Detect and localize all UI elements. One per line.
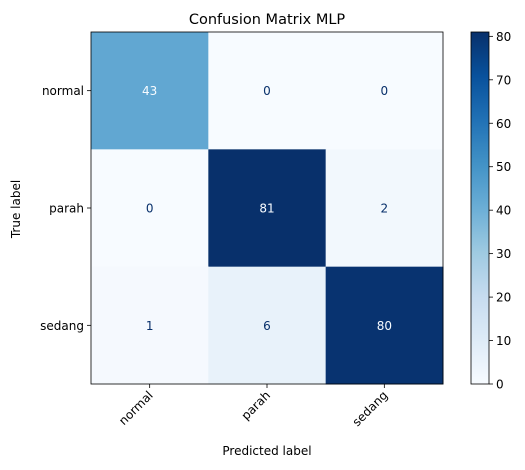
heatmap-cell — [91, 266, 209, 385]
x-axis-label: Predicted label — [222, 444, 311, 458]
x-tick-label: sedang — [350, 388, 391, 429]
colorbar-tick-label: 40 — [496, 204, 511, 218]
heatmap-cell — [325, 32, 444, 150]
heatmap-cell — [325, 149, 444, 268]
heatmap-cell — [208, 32, 327, 150]
heatmap-cells — [91, 32, 444, 385]
heatmap-cell — [91, 149, 209, 268]
y-tick-label: normal — [42, 84, 84, 98]
cell-value-label: 43 — [142, 84, 157, 98]
chart-title: Confusion Matrix MLP — [189, 12, 346, 28]
y-axis-label: True label — [9, 180, 23, 239]
cell-value-label: 2 — [381, 202, 389, 216]
colorbar-tick-label: 60 — [496, 117, 511, 131]
y-axis-ticks: normal parah sedang — [40, 84, 91, 333]
cell-value-label: 1 — [146, 319, 154, 333]
colorbar-ticks: 0 10 20 30 40 50 60 70 80 — [489, 30, 511, 392]
colorbar-tick-label: 30 — [496, 247, 511, 261]
heatmap-cell — [91, 32, 209, 150]
cell-value-label: 0 — [263, 84, 271, 98]
colorbar-tick-label: 70 — [496, 73, 511, 87]
cell-value-label: 0 — [381, 84, 389, 98]
cell-value-label: 80 — [377, 319, 392, 333]
y-tick-label: sedang — [40, 319, 84, 333]
x-axis-ticks: normal parah sedang — [116, 384, 390, 429]
x-tick-label: parah — [239, 388, 274, 423]
cell-value-label: 6 — [263, 319, 271, 333]
colorbar-tick-label: 80 — [496, 30, 511, 44]
heatmap-cell — [208, 266, 327, 385]
colorbar — [470, 31, 490, 385]
x-tick-label: normal — [116, 388, 156, 428]
colorbar-tick-label: 20 — [496, 291, 511, 305]
cell-value-label: 81 — [259, 202, 274, 216]
cell-value-label: 0 — [146, 202, 154, 216]
heatmap-cell — [208, 149, 327, 268]
colorbar-tick-label: 0 — [496, 378, 504, 392]
heatmap-cell — [325, 266, 444, 385]
colorbar-tick-label: 50 — [496, 160, 511, 174]
cell-value-labels: 43 0 0 0 81 2 1 6 80 — [142, 84, 392, 333]
colorbar-tick-label: 10 — [496, 334, 511, 348]
y-tick-label: parah — [49, 202, 84, 216]
